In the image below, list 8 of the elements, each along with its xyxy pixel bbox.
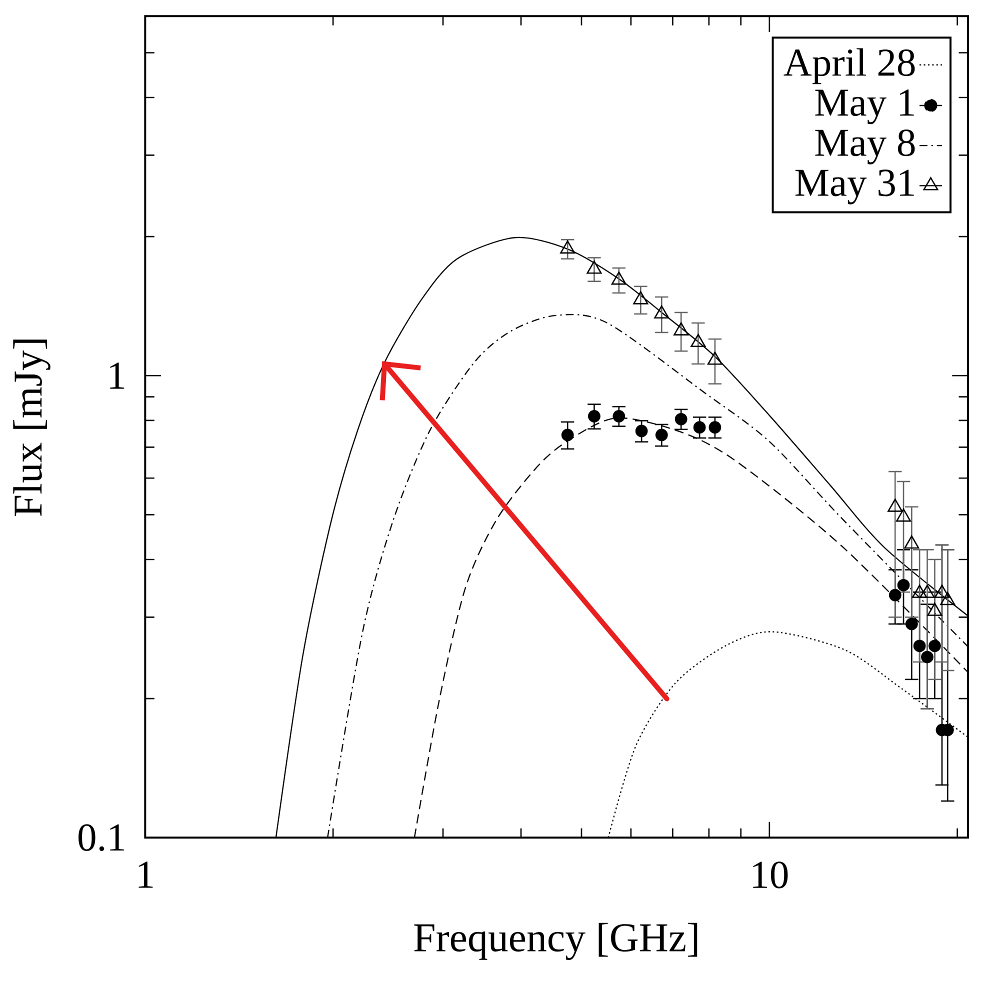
y-tick-label: 0.1 bbox=[78, 824, 124, 852]
y-axis-title: Flux [mJy] bbox=[13, 340, 50, 516]
legend-label: May 1 bbox=[815, 90, 914, 124]
legend-label: May 8 bbox=[815, 129, 915, 164]
x-tick-label: 10 bbox=[753, 862, 788, 888]
legend-label: May 31 bbox=[795, 170, 914, 204]
legend-label: April 28 bbox=[784, 48, 915, 84]
x-axis-title: Frequency [GHz] bbox=[414, 922, 698, 960]
